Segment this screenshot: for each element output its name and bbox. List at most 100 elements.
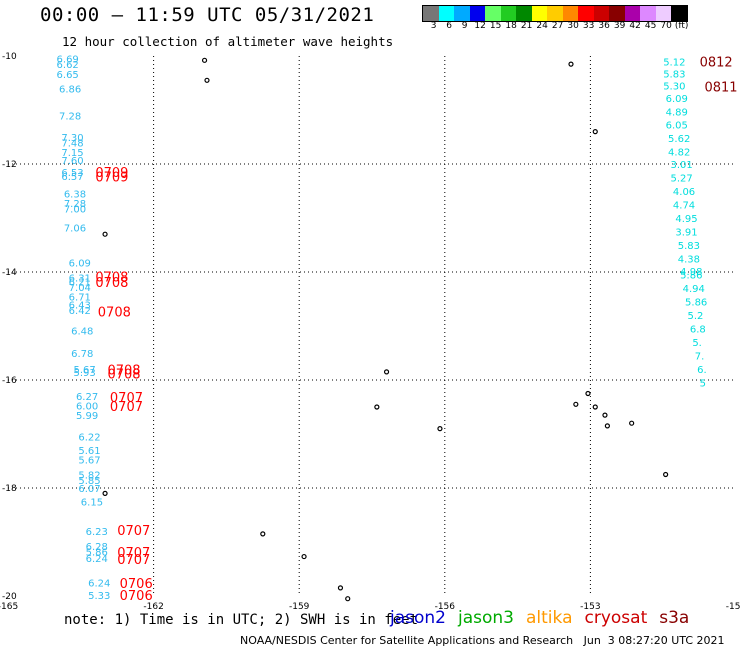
wave-height-label: 5.12 [663, 57, 685, 68]
wave-height-label: 5.83 [678, 241, 700, 252]
colorbar-labels: 3 6 9 12 15 18 21 24 27 30 33 36 39 42 45 70 (ft) [422, 21, 740, 33]
colorbar-swatch [423, 6, 439, 21]
wave-height-label: 3.01 [670, 160, 692, 171]
colorbar-label: 70 [660, 21, 672, 31]
wave-height-label: 6.53 [61, 168, 83, 179]
wave-height-label: 6.22 [78, 433, 100, 444]
island-marker [201, 57, 208, 63]
wave-height-label: 5.2 [687, 311, 703, 322]
colorbar-label: 45 [644, 21, 657, 31]
colorbar-swatch [547, 6, 563, 21]
wave-height-label: 6.71 [69, 292, 91, 303]
colorbar-label: 15 [489, 21, 502, 31]
island-marker [629, 420, 635, 426]
wave-height-label: 7.06 [64, 224, 86, 235]
wave-height-label: 5.61 [78, 446, 100, 457]
legend-cryosat: cryosat [584, 608, 648, 628]
wave-height-label: 4.74 [673, 201, 695, 212]
wave-height-label: 6.24 [86, 554, 108, 565]
wave-height-label: 6.62 [57, 60, 79, 71]
wave-height-label: 3.91 [675, 228, 697, 239]
colorbar-swatch [624, 6, 640, 21]
island-marker [102, 490, 108, 496]
wave-height-label: 6.8 [690, 325, 706, 336]
time-label: 0706 [120, 577, 153, 592]
satellite-legend: jason2 jason3 altika cryosat s3a [390, 608, 701, 628]
time-label: 0812 [700, 55, 733, 70]
wave-height-label: 5.86 [685, 298, 707, 309]
wave-height-label: 6.38 [64, 190, 86, 201]
wave-height-label: 5.99 [76, 411, 98, 422]
wave-height-label: 5.62 [668, 134, 690, 145]
wave-height-label: 5.85 [78, 476, 100, 487]
time-label: 0707 [117, 553, 150, 568]
wave-height-label: 6.48 [71, 326, 93, 337]
wave-height-label: 5.82 [78, 471, 100, 482]
island-marker [102, 231, 108, 237]
time-label: 0708 [107, 368, 140, 383]
wave-height-label: 4.94 [683, 284, 705, 295]
wave-height-label: 6.24 [88, 579, 110, 590]
wave-height-label: 6.09 [69, 258, 91, 269]
wave-height-label: 4.98 [680, 267, 702, 278]
colorbar-label: (ft) [674, 21, 689, 31]
colorbar-label: 33 [582, 21, 595, 31]
island-marker [663, 471, 669, 478]
island-marker [374, 404, 380, 410]
time-label: 0709 [95, 166, 128, 181]
wave-height-label: 4.89 [666, 108, 688, 119]
island-marker [437, 426, 443, 432]
colorbar-swatch [593, 6, 609, 21]
wave-height-label: 7.04 [69, 283, 91, 294]
wave-height-label: 6.78 [71, 349, 93, 360]
wave-height-label: 6. [697, 365, 707, 376]
wave-height-label: 7. [695, 352, 705, 363]
time-label: 0708 [107, 363, 140, 378]
wave-height-label: 5.67 [74, 365, 96, 376]
wave-height-label: 6.27 [76, 392, 98, 403]
legend-altika: altika [526, 608, 573, 628]
island-marker [604, 423, 610, 429]
wave-height-label: 7.28 [64, 199, 86, 210]
wave-height-label: 7.30 [61, 133, 83, 144]
y-tick-label: -20 [2, 592, 17, 602]
island-marker [568, 61, 574, 67]
wave-height-label: 5.93 [74, 368, 96, 379]
colorbar-label: 12 [474, 21, 486, 31]
wave-height-label: 6.15 [81, 498, 103, 509]
wave-height-label: 4.38 [678, 255, 700, 266]
y-tick-label: -14 [2, 268, 17, 278]
x-tick-label: -162 [143, 602, 163, 612]
wave-height-label: 6.00 [76, 401, 98, 412]
colorbar-swatch [438, 6, 454, 21]
y-tick-label: -10 [2, 52, 17, 62]
time-label: 0706 [120, 589, 153, 604]
wave-height-label: 5.86 [680, 271, 702, 282]
island-marker [573, 401, 579, 407]
time-label: 0811 [704, 80, 737, 95]
colorbar-swatch [655, 6, 671, 21]
wave-height-label: 6.31 [69, 273, 91, 284]
colorbar-swatch [562, 6, 578, 21]
legend-jason2: jason2 [390, 608, 446, 628]
island-marker [592, 129, 598, 135]
wave-height-label: 6.86 [59, 84, 81, 95]
time-label: 0709 [95, 171, 128, 186]
x-tick-label: -159 [289, 602, 310, 612]
time-label: 0708 [95, 276, 128, 291]
colorbar-swatch [516, 6, 532, 21]
y-tick-label: -18 [2, 484, 17, 494]
wave-height-label: 6.21 [69, 278, 91, 289]
wave-height-label: 7.48 [61, 138, 83, 149]
island-marker [602, 412, 608, 418]
time-label: 0707 [110, 391, 143, 406]
wave-height-label: 6.07 [78, 484, 100, 495]
colorbar [422, 5, 688, 22]
wave-height-label: 6.57 [61, 172, 83, 183]
colorbar-label: 6 [446, 21, 452, 31]
wave-height-label: 5 [700, 379, 706, 390]
wave-height-label: 6.23 [86, 527, 108, 538]
time-label: 0707 [117, 524, 150, 539]
time-label: 0708 [98, 306, 131, 321]
